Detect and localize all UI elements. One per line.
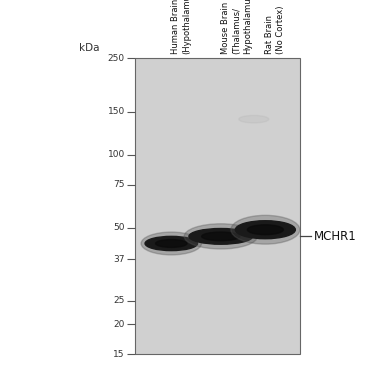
Text: 37: 37 [113, 255, 125, 264]
Text: 50: 50 [113, 223, 125, 232]
Ellipse shape [239, 116, 269, 123]
Text: 100: 100 [108, 150, 125, 159]
Ellipse shape [145, 236, 198, 250]
Ellipse shape [248, 225, 284, 235]
Text: Rat Brain
(No Cortex): Rat Brain (No Cortex) [266, 6, 285, 54]
Text: MCHR1: MCHR1 [314, 230, 357, 243]
Ellipse shape [184, 224, 258, 249]
Ellipse shape [156, 240, 187, 248]
Ellipse shape [141, 232, 201, 255]
Ellipse shape [231, 215, 300, 244]
Text: 150: 150 [108, 107, 125, 116]
Bar [135, 58, 300, 354]
Text: Mouse Brain
(Thalamus/
Hypothalamus): Mouse Brain (Thalamus/ Hypothalamus) [221, 0, 252, 54]
Ellipse shape [202, 232, 240, 241]
Ellipse shape [189, 228, 253, 244]
Text: 20: 20 [114, 320, 125, 328]
Text: 250: 250 [108, 54, 125, 63]
Text: kDa: kDa [79, 43, 99, 53]
Text: Human Brain
(Hypothalamus): Human Brain (Hypothalamus) [171, 0, 191, 54]
Text: 25: 25 [114, 296, 125, 305]
Text: 15: 15 [113, 350, 125, 359]
Text: 75: 75 [113, 180, 125, 189]
Ellipse shape [236, 221, 296, 239]
